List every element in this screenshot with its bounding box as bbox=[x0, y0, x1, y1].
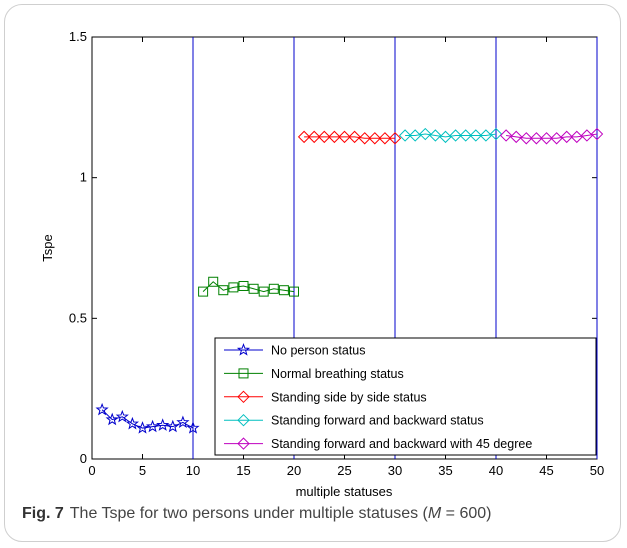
plot-area: 0 5 10 15 20 25 30 35 40 45 50 0 0.5 1 1.5 No person st… bbox=[69, 29, 604, 478]
x-tick-label-8: 40 bbox=[489, 463, 503, 478]
data-point-2-8 bbox=[378, 132, 392, 145]
data-point-2-1 bbox=[307, 130, 321, 144]
data-point-4-5 bbox=[550, 132, 563, 145]
data-point-0-8 bbox=[176, 415, 190, 429]
series-line-1 bbox=[202, 281, 295, 293]
x-axis-label: multiple statuses bbox=[296, 484, 393, 499]
legend-marker-2 bbox=[237, 390, 250, 404]
data-point-3-4 bbox=[439, 130, 452, 144]
x-tick-label-0: 0 bbox=[88, 463, 95, 478]
data-point-0-6 bbox=[156, 418, 170, 431]
y-tick-label-2: 1 bbox=[80, 170, 87, 185]
caption-math-var: M bbox=[427, 505, 442, 522]
data-point-2-0 bbox=[297, 130, 311, 144]
data-point-4-1 bbox=[509, 130, 523, 144]
data-point-2-7 bbox=[368, 132, 382, 145]
legend-marker-3 bbox=[237, 413, 250, 427]
data-point-1-7 bbox=[268, 283, 279, 294]
data-point-1-2 bbox=[218, 285, 229, 296]
data-point-4-0 bbox=[499, 129, 513, 142]
x-tick-label-4: 20 bbox=[287, 463, 301, 478]
data-point-2-4 bbox=[338, 130, 351, 144]
data-point-1-9 bbox=[289, 286, 299, 297]
data-point-1-3 bbox=[228, 282, 239, 293]
data-point-0-5 bbox=[146, 419, 160, 433]
data-point-4-7 bbox=[570, 130, 584, 144]
data-point-1-1 bbox=[208, 276, 219, 287]
data-point-3-2 bbox=[419, 127, 432, 141]
data-point-3-0 bbox=[398, 129, 412, 142]
legend-marker-0 bbox=[236, 343, 251, 356]
x-tick-label-6: 30 bbox=[388, 463, 402, 478]
legend-marker-1 bbox=[238, 368, 249, 379]
y-tick-label-1: 0.5 bbox=[69, 310, 87, 325]
data-point-2-3 bbox=[328, 130, 341, 144]
data-point-3-6 bbox=[459, 129, 472, 142]
x-tick-label-10: 50 bbox=[590, 463, 604, 478]
data-point-3-1 bbox=[408, 129, 422, 142]
data-point-0-1 bbox=[105, 412, 119, 426]
data-point-2-6 bbox=[358, 132, 371, 145]
legend-label-4: Standing forward and backward with 45 de… bbox=[271, 437, 532, 451]
data-point-3-8 bbox=[479, 129, 493, 142]
x-tick-label-5: 25 bbox=[337, 463, 351, 478]
legend-label-0: No person status bbox=[271, 344, 366, 358]
legend-label-2: Standing side by side status bbox=[271, 390, 427, 404]
legend-label-3: Standing forward and backward status bbox=[271, 414, 484, 428]
data-point-4-6 bbox=[560, 130, 573, 144]
data-point-2-9 bbox=[388, 132, 402, 145]
data-point-2-5 bbox=[348, 130, 361, 144]
legend-box bbox=[214, 337, 597, 456]
data-point-0-7 bbox=[166, 419, 180, 433]
data-point-4-9 bbox=[590, 127, 604, 141]
data-point-0-2 bbox=[115, 409, 129, 423]
data-point-1-0 bbox=[198, 286, 209, 297]
caption-text: The Tspe for two persons under multiple … bbox=[69, 505, 428, 522]
caption-math-rest: = 600) bbox=[441, 505, 492, 522]
data-point-0-4 bbox=[135, 421, 150, 434]
data-point-1-4 bbox=[238, 280, 249, 291]
y-tick-label-0: 0 bbox=[80, 451, 87, 466]
data-point-0-9 bbox=[186, 421, 200, 434]
data-point-4-4 bbox=[540, 132, 553, 145]
data-point-4-3 bbox=[530, 132, 543, 145]
x-tick-label-7: 35 bbox=[438, 463, 452, 478]
figure-caption: Fig. 7 The Tspe for two persons under mul… bbox=[22, 505, 491, 523]
x-tick-label-9: 45 bbox=[539, 463, 553, 478]
data-point-4-8 bbox=[580, 129, 594, 142]
x-tick-label-3: 15 bbox=[236, 463, 250, 478]
legend-marker-4 bbox=[237, 437, 250, 450]
data-point-2-2 bbox=[318, 130, 331, 144]
data-point-0-3 bbox=[125, 416, 139, 430]
y-tick-label-3: 1.5 bbox=[69, 29, 87, 44]
data-point-0-0 bbox=[95, 402, 109, 416]
data-point-1-6 bbox=[258, 286, 269, 297]
data-point-4-2 bbox=[520, 132, 533, 145]
data-point-3-5 bbox=[449, 129, 462, 142]
legend-label-1: Normal breathing status bbox=[271, 367, 404, 381]
data-point-3-3 bbox=[429, 129, 442, 142]
y-axis-label: Tspe bbox=[40, 234, 55, 261]
data-point-1-8 bbox=[278, 285, 289, 296]
data-point-1-5 bbox=[248, 283, 259, 294]
figure-label: Fig. 7 bbox=[22, 505, 64, 522]
x-tick-label-1: 5 bbox=[139, 463, 146, 478]
x-tick-label-2: 10 bbox=[186, 463, 200, 478]
data-point-3-7 bbox=[469, 129, 483, 142]
data-point-3-9 bbox=[489, 127, 503, 141]
